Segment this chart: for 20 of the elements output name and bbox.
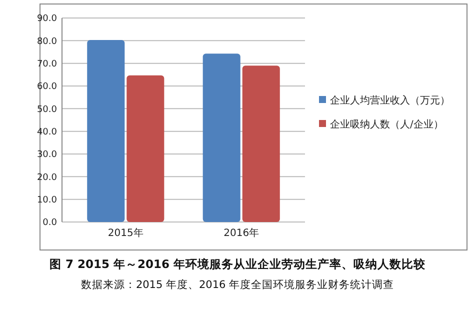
bar <box>87 40 125 222</box>
y-tick-label: 40.0 <box>36 127 58 138</box>
y-tick-label: 90.0 <box>36 14 58 24</box>
text: 数据来源：2015 年度、2016 年度全国环境服务业财务统计调查 <box>80 278 394 291</box>
x-tick-label: 2016年 <box>224 227 260 239</box>
y-tick-label: 70.0 <box>36 59 58 70</box>
legend-label: 企业人均营业收入（万元） <box>330 94 450 106</box>
y-tick-label: 0.0 <box>42 218 58 228</box>
x-tick-label: 2015年 <box>108 227 144 239</box>
bar <box>126 75 164 222</box>
bar <box>202 54 240 222</box>
y-tick-label: 50.0 <box>36 104 58 115</box>
legend-label: 企业吸纳人数（人/企业） <box>330 118 444 130</box>
text: 图 7 2015 年～2016 年环境服务从业企业劳动生产率、吸纳人数比较 <box>49 257 427 271</box>
y-tick-label: 60.0 <box>36 82 58 92</box>
y-tick-label: 80.0 <box>36 36 58 47</box>
y-tick-label: 10.0 <box>36 195 58 206</box>
y-tick-label: 20.0 <box>36 172 58 183</box>
bar <box>242 66 280 222</box>
y-tick-label: 30.0 <box>36 150 58 160</box>
